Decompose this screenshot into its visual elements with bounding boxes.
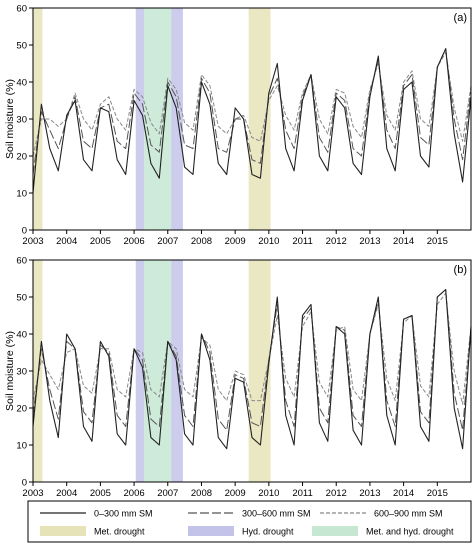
x-tick-label: 2014 [393, 236, 414, 247]
shaded-period-4 [248, 8, 271, 230]
y-tick-label: 60 [16, 256, 27, 267]
y-axis-label: Soil moisture (%) [4, 79, 16, 159]
y-tick-label: 60 [16, 4, 27, 15]
x-tick-label: 2010 [258, 236, 279, 247]
series-line-2 [32, 292, 472, 405]
x-tick-label: 2004 [56, 236, 77, 247]
shaded-period-0 [33, 260, 43, 482]
y-tick-label: 40 [16, 330, 27, 341]
shaded-period-0 [33, 8, 43, 230]
panel-b: 0 10 20 30 40 50 60 2003 2004 2005 2006 2007 2008 200… [4, 256, 472, 499]
shaded-period-2 [144, 8, 172, 230]
x-tick-label: 2012 [326, 488, 347, 499]
y-tick-label: 50 [16, 293, 27, 304]
y-tick-label: 20 [16, 404, 27, 415]
series-line-0 [32, 289, 472, 450]
legend-patch-label: Met. and hyd. drought [366, 527, 454, 537]
panel-label: (a) [454, 12, 467, 24]
x-tick-label: 2012 [326, 236, 347, 247]
y-tick-label: 30 [16, 367, 27, 378]
y-tick-label: 0 [22, 478, 27, 489]
shaded-period-3 [171, 8, 183, 230]
shaded-period-1 [135, 260, 145, 482]
x-tick-label: 2007 [157, 236, 178, 247]
shaded-period-4 [248, 260, 271, 482]
y-tick-label: 10 [16, 189, 27, 200]
legend-line-label: 600–900 mm SM [374, 509, 443, 519]
x-tick-label: 2003 [22, 488, 43, 499]
x-tick-label: 2004 [56, 488, 77, 499]
legend-patch-swatch [40, 526, 86, 536]
legend-line-label: 0–300 mm SM [94, 509, 153, 519]
x-tick-label: 2011 [292, 236, 312, 247]
y-tick-label: 20 [16, 152, 27, 163]
panel-a: 0 10 20 30 40 50 60 2003 2004 2005 2006 2007 2008 200… [4, 4, 472, 247]
legend-patch-label: Hyd. drought [242, 527, 294, 537]
y-tick-label: 10 [16, 441, 27, 452]
x-tick-label: 2008 [191, 488, 212, 499]
legend-line-label: 300–600 mm SM [242, 509, 311, 519]
y-axis-label: Soil moisture (%) [4, 331, 16, 411]
x-tick-label: 2011 [292, 488, 312, 499]
x-tick-label: 2009 [225, 236, 246, 247]
x-tick-label: 2006 [124, 236, 145, 247]
shaded-period-1 [135, 8, 145, 230]
y-tick-label: 40 [16, 78, 27, 89]
x-tick-label: 2008 [191, 236, 212, 247]
y-tick-label: 0 [22, 226, 27, 237]
shaded-period-2 [144, 260, 172, 482]
x-tick-label: 2013 [359, 488, 380, 499]
legend-patch-swatch [188, 526, 234, 536]
x-tick-label: 2003 [22, 236, 43, 247]
panel-label: (b) [454, 264, 467, 276]
x-tick-label: 2005 [90, 236, 111, 247]
legend: 0–300 mm SM 300–600 mm SM 600–900 mm SM Met… [27, 500, 472, 543]
x-tick-label: 2006 [124, 488, 145, 499]
x-tick-label: 2007 [157, 488, 178, 499]
x-tick-label: 2010 [258, 488, 279, 499]
series-line-0 [32, 48, 472, 194]
series-line-1 [32, 48, 472, 175]
y-tick-label: 30 [16, 115, 27, 126]
series-line-2 [32, 51, 472, 157]
x-tick-label: 2005 [90, 488, 111, 499]
y-tick-label: 50 [16, 41, 27, 52]
x-tick-label: 2014 [393, 488, 414, 499]
legend-patch-swatch [312, 526, 358, 536]
x-tick-label: 2013 [359, 236, 380, 247]
legend-patch-label: Met. drought [94, 527, 145, 537]
x-tick-label: 2009 [225, 488, 246, 499]
series-line-1 [32, 289, 472, 431]
legend-box [27, 500, 472, 543]
x-tick-label: 2015 [427, 236, 448, 247]
x-tick-label: 2015 [427, 488, 448, 499]
